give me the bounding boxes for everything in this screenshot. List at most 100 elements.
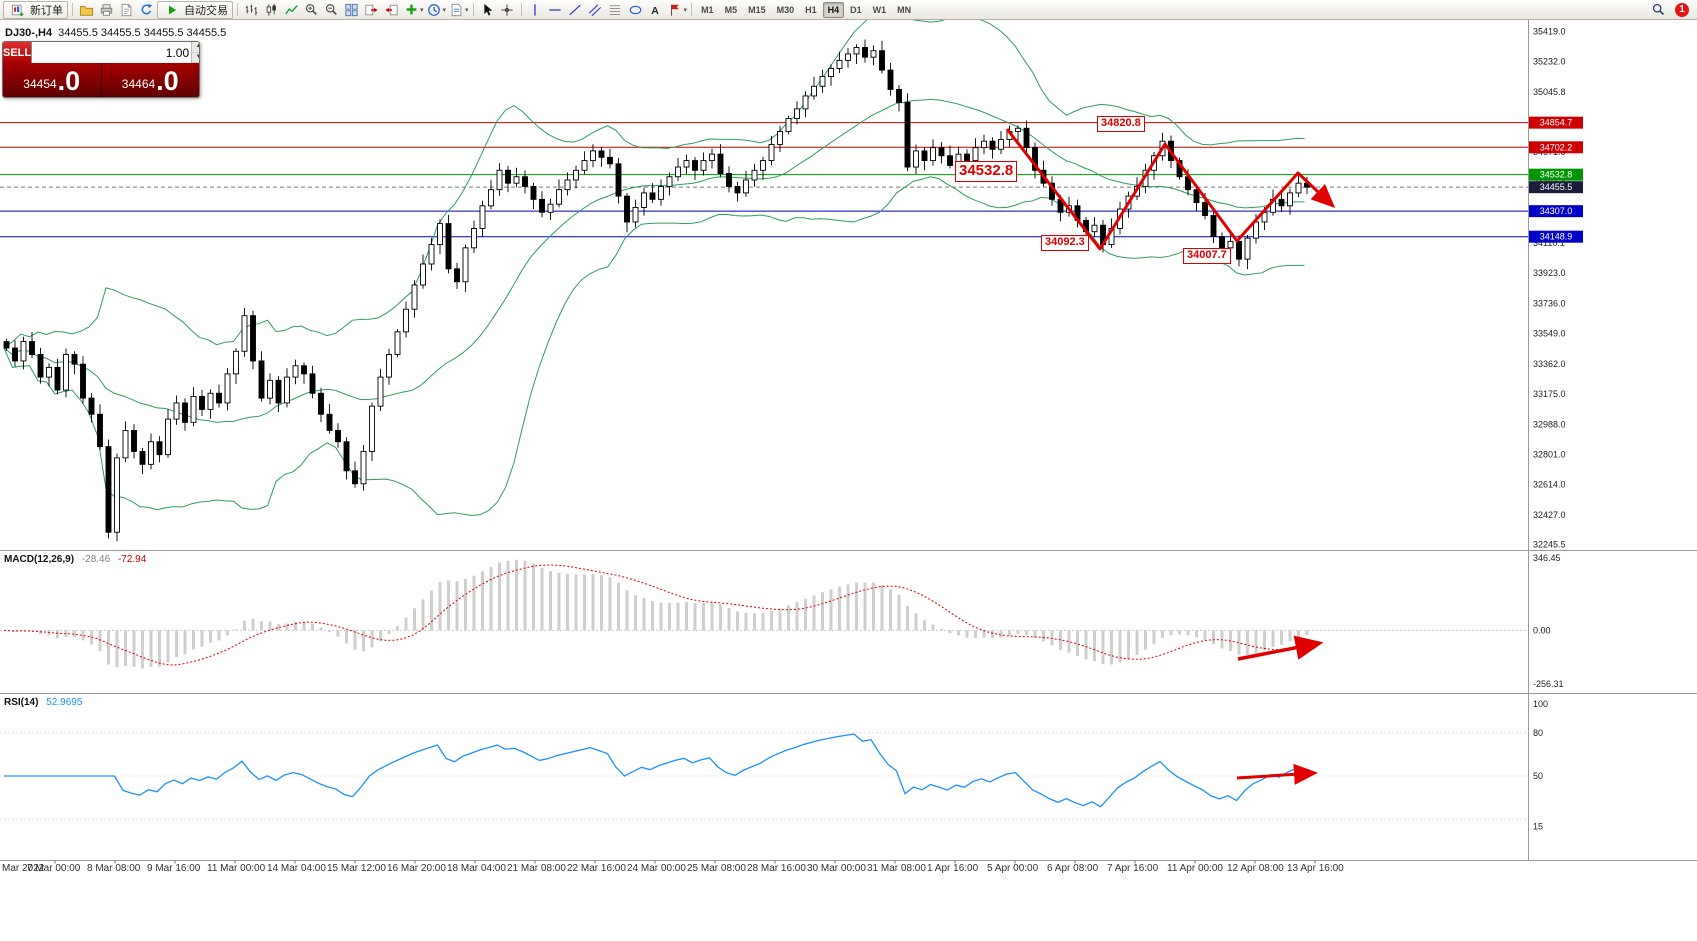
volume-stepper: ▲ ▼ — [191, 42, 199, 63]
autotrading-button[interactable]: 自动交易 — [157, 0, 233, 19]
time-axis-label: 1 Apr 16:00 — [927, 863, 979, 874]
refresh-icon[interactable] — [137, 1, 156, 19]
price-annotation[interactable]: 34532.8 — [955, 161, 1018, 182]
time-axis-label: 8 Mar 08:00 — [87, 863, 141, 874]
template-icon[interactable] — [447, 1, 466, 19]
autotrading-label: 自动交易 — [184, 4, 228, 17]
rsi-line — [4, 733, 1305, 808]
svg-text:34532.8: 34532.8 — [1540, 170, 1573, 180]
price-annotation[interactable]: 34007.7 — [1183, 248, 1231, 264]
svg-text:35045.8: 35045.8 — [1533, 87, 1566, 97]
trend-zigzag-annotation[interactable] — [1005, 128, 1336, 251]
time-axis[interactable] — [54, 860, 1316, 864]
svg-text:15: 15 — [1533, 821, 1543, 831]
toolbar-separator — [520, 3, 522, 16]
toolbar-separator — [237, 3, 238, 16]
candlestick-chart-icon[interactable] — [262, 1, 281, 19]
arrow-label-icon[interactable] — [666, 1, 685, 19]
document-icon[interactable] — [117, 1, 136, 19]
sell-price[interactable]: 34454 .0 — [3, 63, 102, 97]
timeframe-mn-button[interactable]: MN — [897, 4, 912, 15]
shapes-icon[interactable] — [626, 1, 645, 19]
profiles-icon[interactable] — [77, 1, 96, 19]
macd-signal-value: -72.94 — [117, 554, 147, 565]
print-icon[interactable] — [97, 1, 116, 19]
notification-badge[interactable]: 1 — [1675, 2, 1689, 17]
svg-text:100: 100 — [1533, 699, 1548, 709]
vertical-line-icon[interactable] — [526, 1, 545, 19]
autotrading-play-icon — [162, 1, 181, 19]
timeframe-m15-button[interactable]: M15 — [748, 4, 766, 15]
rsi-value: 52.9695 — [46, 697, 83, 708]
timeframe-d1-button[interactable]: D1 — [850, 4, 862, 15]
svg-text:33362.0: 33362.0 — [1533, 359, 1566, 369]
timeframe-m30-button[interactable]: M30 — [776, 4, 795, 15]
bar-chart-icon[interactable] — [242, 1, 261, 19]
chart-area[interactable]: 35419.035232.035045.834858.734671.634484… — [0, 20, 1697, 941]
cursor-icon[interactable] — [478, 1, 497, 19]
time-axis-label: 11 Apr 00:00 — [1167, 863, 1223, 874]
time-axis-label: 13 Apr 16:00 — [1287, 863, 1344, 874]
macd-arrow-annotation[interactable] — [1237, 635, 1324, 661]
volume-down-icon[interactable]: ▼ — [192, 52, 199, 63]
price-annotation[interactable]: 34092.3 — [1041, 235, 1089, 251]
time-axis-label: 5 Apr 00:00 — [987, 863, 1039, 874]
macd-main-value: -28.46 — [81, 554, 111, 565]
chart-shift-icon[interactable] — [382, 1, 401, 19]
price-axis[interactable]: 35419.035232.035045.834858.734671.634484… — [1529, 26, 1583, 831]
svg-text:33923.0: 33923.0 — [1533, 268, 1566, 278]
period-clock-icon[interactable] — [425, 1, 444, 19]
timeframe-m1-button[interactable]: M1 — [701, 4, 714, 15]
main-toolbar: 新订单 自动交易 ▾ ▾ ▾ A ▾ M1 M5 M15 M30 H1 H4 D… — [0, 0, 1697, 20]
zoom-out-icon[interactable] — [322, 1, 341, 19]
line-chart-icon[interactable] — [282, 1, 301, 19]
svg-text:32988.0: 32988.0 — [1533, 419, 1566, 429]
auto-scroll-icon[interactable] — [362, 1, 381, 19]
rsi-arrow-annotation[interactable] — [1236, 763, 1318, 785]
svg-text:80: 80 — [1533, 728, 1543, 738]
chevron-down-icon[interactable]: ▾ — [465, 6, 469, 14]
toolbar-separator — [72, 3, 73, 16]
fibonacci-icon[interactable] — [606, 1, 625, 19]
timeframe-w1-button[interactable]: W1 — [872, 4, 887, 15]
crosshair-icon[interactable] — [498, 1, 517, 19]
chevron-down-icon[interactable]: ▾ — [683, 6, 688, 14]
svg-text:346.45: 346.45 — [1533, 553, 1561, 563]
chevron-down-icon[interactable]: ▾ — [442, 6, 447, 14]
sell-button[interactable]: SELL — [3, 42, 32, 63]
macd-name: MACD(12,26,9) — [4, 554, 75, 565]
volume-up-icon[interactable]: ▲ — [192, 42, 199, 53]
timeframe-m5-button[interactable]: M5 — [724, 4, 738, 15]
macd-histogram — [5, 559, 1309, 669]
chart-canvas[interactable]: 35419.035232.035045.834858.734671.634484… — [0, 20, 1697, 941]
svg-text:34854.7: 34854.7 — [1540, 118, 1573, 128]
time-axis-label: 22 Mar 16:00 — [567, 863, 626, 874]
timeframe-h1-button[interactable]: H1 — [805, 4, 817, 15]
trendline-icon[interactable] — [566, 1, 585, 19]
svg-text:32427.0: 32427.0 — [1533, 510, 1566, 520]
chevron-down-icon[interactable]: ▾ — [420, 6, 424, 14]
price-annotation[interactable]: 34820.8 — [1097, 116, 1145, 132]
rsi-label: RSI(14) 52.9695 — [4, 697, 82, 708]
svg-text:34307.0: 34307.0 — [1540, 206, 1573, 216]
svg-text:0.00: 0.00 — [1533, 625, 1551, 635]
new-order-button[interactable]: 新订单 — [3, 0, 68, 19]
search-icon[interactable] — [1649, 1, 1668, 19]
add-indicator-icon[interactable] — [402, 1, 421, 19]
new-order-label: 新订单 — [30, 4, 63, 17]
timeframe-h4-button[interactable]: H4 — [822, 1, 845, 18]
channel-icon[interactable] — [586, 1, 605, 19]
svg-text:35232.0: 35232.0 — [1533, 57, 1566, 67]
volume-input[interactable] — [32, 42, 192, 63]
candlestick-series[interactable] — [3, 39, 1310, 542]
time-axis-label: 18 Mar 04:00 — [447, 863, 506, 874]
svg-text:33549.0: 33549.0 — [1533, 329, 1566, 339]
time-axis-label: 9 Mar 16:00 — [147, 863, 201, 874]
buy-price[interactable]: 34464 .0 — [102, 63, 200, 97]
svg-text:32245.5: 32245.5 — [1533, 539, 1566, 549]
text-icon[interactable]: A — [646, 1, 665, 19]
toolbar-separator — [691, 3, 693, 16]
horizontal-line-icon[interactable] — [546, 1, 565, 19]
tile-windows-icon[interactable] — [342, 1, 361, 19]
zoom-in-icon[interactable] — [302, 1, 321, 19]
